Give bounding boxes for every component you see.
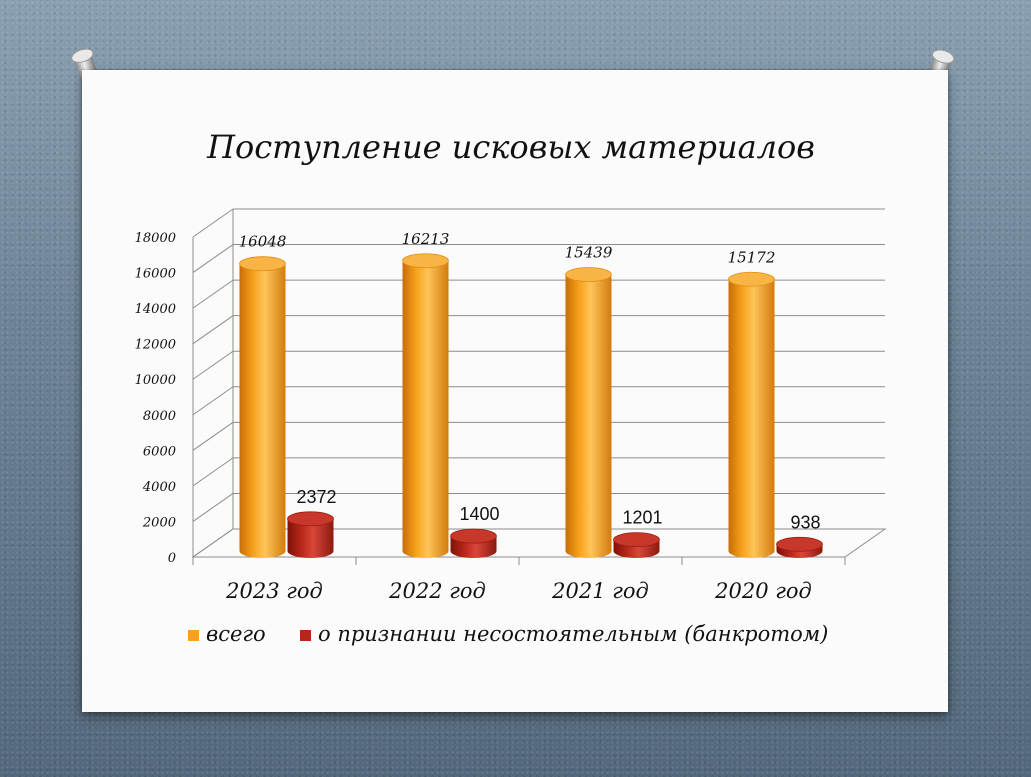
legend-swatch-0	[188, 630, 199, 641]
data-label-1-3: 938	[790, 512, 820, 532]
bar-0-2	[565, 267, 612, 558]
y-tick-label-7: 14000	[135, 302, 176, 317]
y-tick-label-3: 6000	[143, 444, 176, 459]
y-axis: 0 2000 4000 6000 8000 10000 12000 14000 16000 180…	[135, 231, 176, 566]
y-tick-label-5: 10000	[135, 373, 176, 388]
data-label-1-1: 1400	[459, 504, 499, 524]
bar-1-1	[450, 528, 497, 558]
side-gridline-2	[192, 457, 234, 487]
bar-1-3	[776, 536, 823, 558]
y-tick-label-9: 18000	[135, 231, 176, 246]
chart-title: Поступление исковых материалов	[206, 128, 815, 166]
x-tick-label-2: 2021 год	[551, 579, 649, 603]
legend-item-1: о признании несостоятельным (банкротом)	[300, 622, 828, 646]
bar-0-3	[728, 271, 775, 558]
bars	[239, 253, 823, 558]
data-label-0-0: 16048	[239, 233, 287, 251]
y-tick-label-0: 0	[168, 551, 176, 566]
legend-swatch-1	[300, 630, 311, 641]
side-gridline-7	[192, 279, 234, 309]
side-gridline-6	[192, 315, 234, 345]
data-label-0-1: 16213	[402, 230, 450, 248]
bar-0-0	[239, 256, 286, 558]
x-axis: 2023 год 2022 год 2021 год 2020 год	[192, 557, 846, 603]
legend-label-0: всего	[206, 622, 266, 646]
side-gridline-4	[192, 386, 234, 416]
data-label-0-3: 15172	[728, 248, 776, 266]
side-gridline-9	[192, 208, 234, 238]
data-labels: 16048 2372 16213 1400 15439 1201 15172 938	[239, 230, 821, 533]
x-tick-label-3: 2020 год	[714, 579, 812, 603]
legend: всего о признании несостоятельным (банкро…	[188, 622, 828, 646]
side-gridline-8	[192, 244, 234, 273]
y-tick-label-4: 8000	[143, 409, 176, 424]
bar-1-2	[613, 532, 660, 558]
side-gridline-1	[192, 493, 234, 522]
side-gridline-5	[192, 350, 234, 380]
bar-1-0	[287, 511, 334, 558]
x-tick-label-1: 2022 год	[388, 579, 486, 603]
data-label-0-2: 15439	[565, 244, 613, 262]
bar-0-1	[402, 253, 449, 558]
data-label-1-0: 2372	[296, 487, 336, 507]
grid	[191, 208, 887, 558]
legend-label-1: о признании несостоятельным (банкротом)	[318, 622, 828, 646]
y-tick-label-1: 2000	[142, 515, 176, 530]
legend-item-0: всего	[188, 622, 266, 646]
data-label-1-2: 1201	[622, 508, 662, 528]
y-tick-label-6: 12000	[135, 338, 176, 353]
side-gridline-3	[192, 421, 234, 451]
x-tick-label-0: 2023 год	[225, 579, 323, 603]
y-tick-label-2: 4000	[142, 480, 176, 495]
y-tick-label-8: 16000	[135, 267, 176, 282]
